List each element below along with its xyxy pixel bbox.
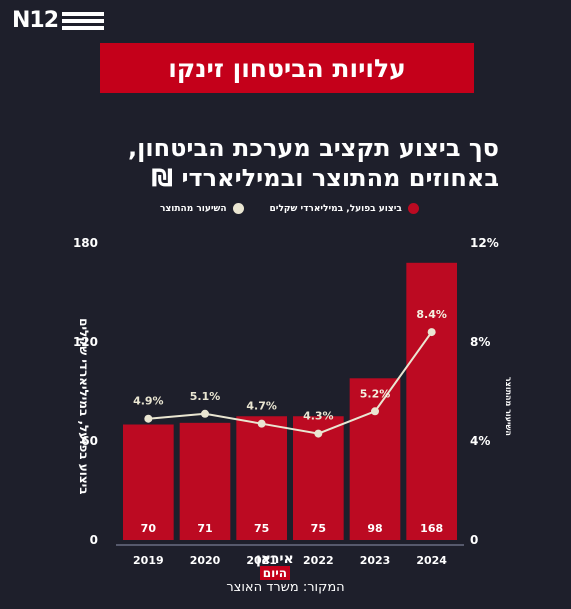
legend-dot-bars	[407, 203, 419, 214]
legend-item-bars: ביצוע בפועל, במיליארדי שקלים	[270, 203, 419, 214]
bar-2023	[349, 378, 401, 540]
bar-value-label: 98	[367, 522, 382, 535]
x-tick-label: 2023	[360, 554, 391, 567]
logo-bars-icon	[62, 11, 105, 30]
bar-value-label: 168	[420, 522, 443, 535]
left-axis-tick: 0	[90, 533, 98, 547]
bar-value-label: 70	[141, 522, 157, 535]
x-tick-label: 2021	[246, 554, 277, 567]
gdp-share-line	[148, 331, 433, 435]
bar-value-label: 75	[311, 522, 326, 535]
n12-logo: N12	[12, 8, 105, 33]
gdp-share-point	[144, 414, 153, 423]
bar-value-label: 71	[197, 522, 212, 535]
gdp-share-point	[314, 429, 323, 438]
iran-today-watermark: איראן היום	[256, 552, 294, 580]
chart-title-line1: סך ביצוע תקציב מערכת הביטחון,	[128, 134, 499, 162]
watermark-line2: היום	[259, 566, 290, 580]
gdp-share-label: 4.3%	[303, 410, 334, 423]
x-tick-label: 2020	[190, 554, 221, 567]
legend-label-line: השיעור מהתוצר	[160, 203, 227, 214]
gdp-share-label: 5.1%	[190, 390, 221, 403]
source-note: המקור: משרד האוצר	[226, 580, 345, 595]
bar-2024	[406, 262, 457, 540]
chart-title-line2: באחוזים מהתוצר ובמיליארדי ₪	[151, 164, 499, 192]
left-axis-tick: 60	[81, 434, 98, 448]
legend-label-bars: ביצוע בפועל, במיליארדי שקלים	[269, 203, 402, 214]
left-axis-tick: 180	[73, 236, 98, 250]
right-axis-tick: 8%	[470, 335, 490, 349]
left-axis-tick: 120	[73, 335, 98, 349]
right-axis-title: השיעור מהתוצר	[504, 377, 513, 436]
bar-2020	[179, 422, 231, 540]
right-axis-tick: 12%	[470, 236, 499, 250]
bar-2021	[236, 416, 287, 540]
gdp-share-point	[427, 328, 436, 337]
legend-dot-line	[232, 203, 244, 214]
x-tick-label: 2024	[416, 554, 447, 567]
chart-title: סך ביצוע תקציב מערכת הביטחון, באחוזים מה…	[40, 133, 499, 193]
gdp-share-label: 5.2%	[360, 387, 391, 400]
gdp-share-label: 4.9%	[133, 395, 164, 408]
gdp-share-point	[371, 407, 379, 416]
gdp-share-label: 4.7%	[246, 400, 277, 413]
watermark-line1: איראן	[256, 551, 294, 567]
headline-banner: עלויות הביטחון זינקו	[100, 43, 474, 93]
x-tick-label: 2019	[133, 554, 164, 567]
chart-legend: ביצוע בפועל, במיליארדי שקלים השיעור מהתו…	[160, 203, 419, 214]
bar-2019	[123, 424, 174, 540]
logo-text: N12	[12, 8, 59, 33]
right-axis-tick: 0	[470, 533, 478, 547]
right-axis-tick: 4%	[470, 434, 490, 448]
bar-value-label: 75	[254, 522, 269, 535]
gdp-share-point	[201, 409, 209, 418]
gdp-share-point	[257, 419, 266, 428]
gdp-share-label: 8.4%	[416, 308, 447, 321]
legend-item-line: השיעור מהתוצר	[160, 203, 244, 214]
left-axis-title: ביצוע בפועל, במיליארדי שקלים	[77, 318, 91, 494]
x-tick-label: 2022	[303, 554, 334, 567]
